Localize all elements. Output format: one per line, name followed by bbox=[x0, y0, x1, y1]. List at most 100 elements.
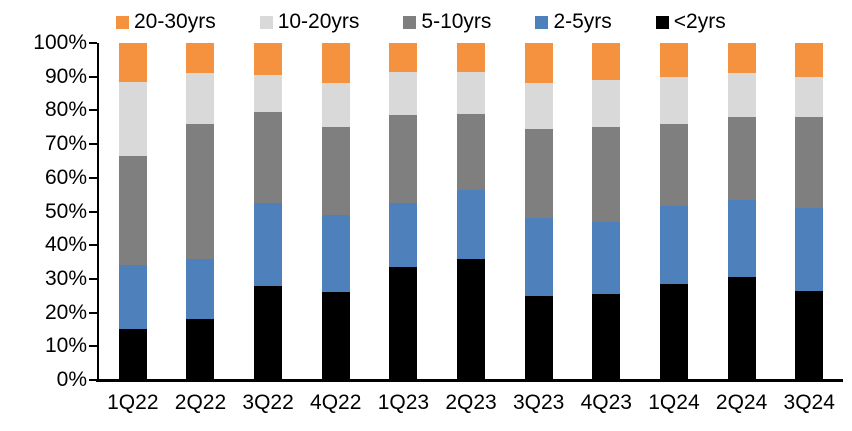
legend-item-10-20yrs: 10-20yrs bbox=[259, 10, 360, 34]
stacked-bar-1q24 bbox=[659, 43, 688, 380]
y-tick-mark bbox=[89, 109, 97, 112]
bar-segment-2yrs bbox=[795, 290, 824, 380]
y-tick-mark bbox=[89, 210, 97, 213]
bar-segment-2yrs bbox=[592, 294, 621, 380]
bar-segment-5-10yrs bbox=[795, 117, 824, 209]
legend-label: <2yrs bbox=[673, 10, 726, 33]
bar-segment-2-5yrs bbox=[186, 258, 215, 320]
bar-segment-2-5yrs bbox=[321, 214, 350, 293]
bar-segment-5-10yrs bbox=[389, 115, 418, 204]
y-tick-mark bbox=[89, 176, 97, 179]
x-axis-label-3q23: 3Q23 bbox=[512, 391, 565, 414]
x-axis-labels: 1Q22 2Q22 3Q22 4Q22 1Q23 2Q23 3Q23 4Q23 1Q24 2Q24… bbox=[99, 391, 843, 415]
bar-segment-5-10yrs bbox=[659, 123, 688, 207]
y-tick-mark bbox=[89, 277, 97, 280]
stacked-bar-3q22 bbox=[254, 43, 283, 380]
bar-segment-2yrs bbox=[659, 283, 688, 380]
bar-segment-10-20yrs bbox=[659, 76, 688, 124]
bar-slot-3q22 bbox=[234, 43, 302, 380]
bar-segment-5-10yrs bbox=[592, 127, 621, 222]
bar-segment-20-30yrs bbox=[795, 43, 824, 77]
y-tick-label: 80% bbox=[44, 98, 87, 122]
y-tick-label: 30% bbox=[44, 266, 87, 290]
bar-segment-20-30yrs bbox=[592, 43, 621, 81]
y-axis-line bbox=[97, 43, 99, 380]
y-tick-label: 70% bbox=[44, 132, 87, 156]
bar-segment-2yrs bbox=[457, 258, 486, 380]
bar-segment-2yrs bbox=[321, 292, 350, 380]
bar-segment-2-5yrs bbox=[389, 203, 418, 268]
bar-segment-2-5yrs bbox=[457, 189, 486, 259]
bar-segment-10-20yrs bbox=[457, 71, 486, 114]
bar-segment-10-20yrs bbox=[254, 75, 283, 113]
stacked-bar-2q24 bbox=[727, 43, 756, 380]
bar-slot-2q23 bbox=[437, 43, 505, 380]
bar-segment-2yrs bbox=[389, 267, 418, 380]
x-axis-label-2q22: 2Q22 bbox=[174, 391, 227, 414]
x-axis-label-1q24: 1Q24 bbox=[648, 391, 700, 414]
legend-swatch-icon bbox=[403, 15, 417, 29]
bar-segment-2yrs bbox=[118, 329, 147, 380]
y-tick-label: 60% bbox=[44, 165, 87, 189]
y-tick-label: 40% bbox=[44, 233, 87, 257]
y-tick-label: 20% bbox=[44, 300, 87, 324]
bar-segment-10-20yrs bbox=[186, 73, 215, 124]
stacked-bar-2q23 bbox=[457, 43, 486, 380]
bar-segment-10-20yrs bbox=[321, 83, 350, 128]
bar-segment-5-10yrs bbox=[186, 123, 215, 259]
bar-segment-2-5yrs bbox=[592, 221, 621, 295]
y-tick-label: 100% bbox=[33, 31, 87, 54]
bar-segment-20-30yrs bbox=[118, 43, 147, 82]
bar-segment-20-30yrs bbox=[727, 43, 756, 74]
y-tick-mark bbox=[89, 42, 97, 44]
stacked-bar-3q24 bbox=[795, 43, 824, 380]
bar-slot-1q23 bbox=[370, 43, 438, 380]
legend-item-2yrs: <2yrs bbox=[655, 10, 726, 34]
bar-segment-20-30yrs bbox=[389, 43, 418, 72]
bar-segment-5-10yrs bbox=[524, 128, 553, 219]
y-tick-label: 10% bbox=[44, 334, 87, 358]
y-tick-mark bbox=[89, 379, 97, 381]
y-tick-mark bbox=[89, 75, 97, 78]
y-tick-mark bbox=[89, 311, 97, 314]
bar-segment-10-20yrs bbox=[118, 81, 147, 156]
bar-slot-1q24 bbox=[640, 43, 708, 380]
legend-label: 10-20yrs bbox=[277, 10, 360, 33]
bar-segment-20-30yrs bbox=[457, 43, 486, 72]
bar-segment-5-10yrs bbox=[727, 117, 756, 200]
legend-swatch-icon bbox=[116, 15, 129, 29]
x-axis-label-1q23: 1Q23 bbox=[377, 391, 430, 414]
legend-item-2-5yrs: 2-5yrs bbox=[535, 10, 612, 34]
bar-slot-2q24 bbox=[708, 43, 776, 380]
bar-segment-2yrs bbox=[254, 285, 283, 380]
bar-segment-20-30yrs bbox=[321, 43, 350, 84]
bar-slot-3q23 bbox=[505, 43, 573, 380]
bar-segment-2-5yrs bbox=[524, 218, 553, 296]
y-tick-label: 50% bbox=[44, 199, 87, 223]
legend-label: 5-10yrs bbox=[421, 10, 492, 33]
legend-label: 2-5yrs bbox=[553, 10, 612, 33]
y-tick-mark bbox=[89, 345, 97, 348]
bar-segment-10-20yrs bbox=[524, 83, 553, 129]
bar-segment-10-20yrs bbox=[727, 73, 756, 118]
legend-swatch-icon bbox=[259, 15, 273, 29]
bar-slot-3q24 bbox=[775, 43, 843, 380]
x-axis-label-3q22: 3Q22 bbox=[242, 391, 294, 414]
x-axis-label-4q23: 4Q23 bbox=[580, 391, 632, 414]
stacked-bar-2q22 bbox=[186, 43, 215, 380]
bar-segment-20-30yrs bbox=[254, 43, 283, 75]
y-tick-mark bbox=[89, 143, 97, 146]
bar-slot-4q23 bbox=[572, 43, 640, 380]
stacked-bar-4q22 bbox=[321, 43, 350, 380]
y-tick-label: 0% bbox=[56, 368, 87, 391]
bar-slot-4q22 bbox=[302, 43, 370, 380]
legend-label: 20-30yrs bbox=[134, 10, 216, 33]
stacked-bar-4q23 bbox=[592, 43, 621, 380]
bar-segment-5-10yrs bbox=[321, 127, 350, 215]
legend: 20-30yrs 10-20yrs 5-10yrs 2-5yrs <2yrs bbox=[116, 9, 726, 35]
x-axis-label-3q24: 3Q24 bbox=[783, 391, 835, 414]
bar-segment-5-10yrs bbox=[457, 113, 486, 190]
y-tick-label: 90% bbox=[44, 64, 87, 88]
bar-segment-2-5yrs bbox=[254, 203, 283, 286]
